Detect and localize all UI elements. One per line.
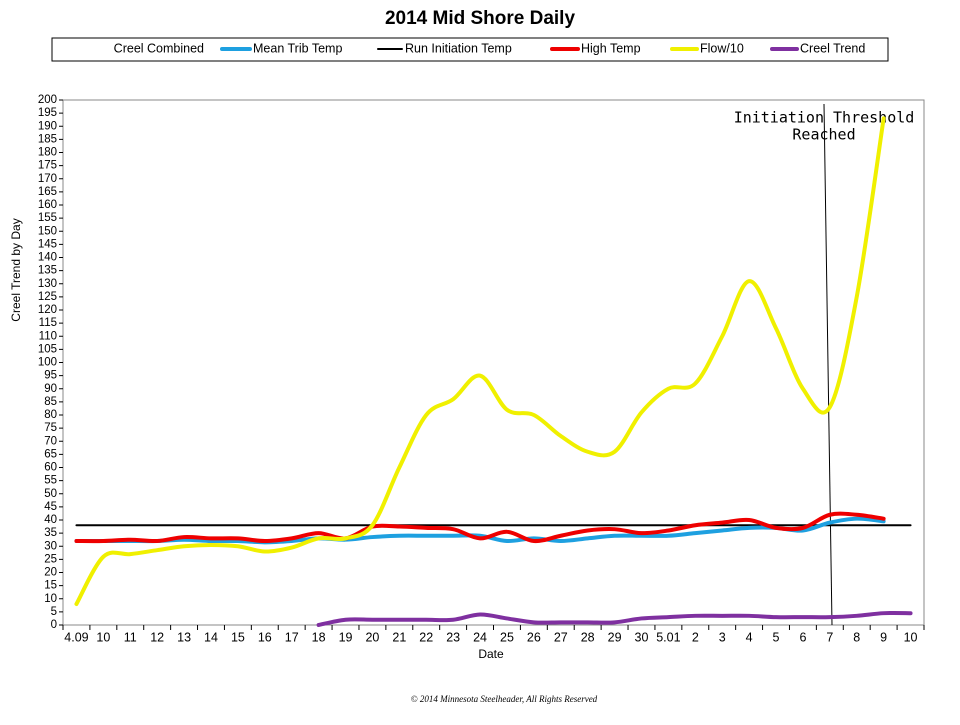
y-tick-label: 0: [51, 619, 57, 631]
y-tick-label: 140: [38, 252, 57, 264]
x-tick-label: 12: [150, 630, 164, 644]
y-tick-label: 135: [38, 265, 57, 277]
y-tick-label: 5: [51, 606, 57, 618]
x-tick-label: 18: [312, 630, 326, 644]
x-tick-label: 10: [904, 630, 918, 644]
chart-title: 2014 Mid Shore Daily: [385, 8, 576, 29]
y-tick-label: 125: [38, 291, 57, 303]
y-tick-label: 130: [38, 278, 57, 290]
x-tick-label: 21: [392, 630, 406, 644]
x-tick-label: 11: [124, 630, 137, 644]
x-tick-label: 4: [746, 630, 753, 644]
y-tick-label: 120: [38, 304, 57, 316]
x-tick-label: 26: [527, 630, 541, 644]
y-tick-label: 70: [44, 435, 57, 447]
x-tick-label: 4.09: [64, 630, 88, 644]
legend-label: Mean Trib Temp: [253, 41, 342, 55]
x-tick-label: 25: [500, 630, 514, 644]
x-tick-label: 27: [554, 630, 568, 644]
x-tick-label: 16: [258, 630, 272, 644]
x-tick-label: 13: [177, 630, 191, 644]
series-line: [316, 610, 913, 627]
y-tick-label: 115: [39, 317, 57, 329]
y-tick-label: 150: [38, 225, 57, 237]
x-tick-label: 5.01: [656, 630, 680, 644]
y-tick-label: 30: [44, 540, 57, 552]
y-tick-label: 185: [38, 133, 57, 145]
y-tick-label: 110: [39, 330, 57, 342]
y-tick-label: 85: [44, 396, 57, 408]
x-tick-label: 5: [773, 630, 780, 644]
y-tick-label: 145: [38, 238, 57, 250]
x-tick-label: 8: [853, 630, 860, 644]
y-tick-label: 35: [44, 527, 57, 539]
y-tick-label: 25: [44, 553, 57, 565]
y-tick-label: 175: [38, 160, 57, 172]
legend-label: Creel Trend: [800, 41, 865, 55]
x-tick-label: 14: [204, 630, 218, 644]
y-tick-label: 65: [44, 448, 57, 460]
legend-box: [51, 37, 889, 62]
x-axis-label: Date: [478, 647, 504, 661]
threshold-line: [823, 103, 833, 626]
y-tick-label: 55: [44, 475, 57, 487]
legend-label: Run Initiation Temp: [405, 41, 512, 55]
x-tick-label: 30: [635, 630, 649, 644]
x-tick-label: 10: [96, 630, 110, 644]
y-tick-label: 45: [44, 501, 57, 513]
series-line: [74, 116, 886, 606]
legend-label: Creel Combined: [114, 41, 204, 55]
y-tick-label: 80: [44, 409, 57, 421]
x-tick-label: 3: [719, 630, 726, 644]
x-tick-label: 7: [826, 630, 833, 644]
y-tick-label: 180: [38, 147, 57, 159]
y-tick-label: 165: [38, 186, 57, 198]
y-tick-label: 190: [38, 120, 57, 132]
x-tick-label: 6: [799, 630, 806, 644]
footer: © 2014 Minnesota Steelheader, All Rights…: [411, 694, 598, 704]
y-tick-label: 195: [38, 107, 57, 119]
y-tick-label: 90: [44, 383, 57, 395]
y-tick-label: 160: [38, 199, 57, 211]
y-tick-label: 95: [44, 370, 57, 382]
y-tick-label: 200: [38, 94, 57, 106]
y-tick-label: 75: [44, 422, 57, 434]
x-tick-label: 15: [231, 630, 245, 644]
y-tick-label: 100: [38, 357, 57, 369]
x-tick-label: 9: [880, 630, 887, 644]
x-tick-label: 17: [285, 630, 299, 644]
y-tick-label: 60: [44, 462, 57, 474]
series-line: [74, 516, 886, 545]
x-tick-label: 28: [581, 630, 595, 644]
y-tick-label: 40: [44, 514, 57, 526]
x-tick-label: 23: [446, 630, 460, 644]
y-tick-label: 155: [38, 212, 57, 224]
legend-label: High Temp: [581, 41, 641, 55]
x-tick-label: 19: [339, 630, 353, 644]
y-tick-label: 15: [44, 580, 57, 592]
series-line: [74, 511, 886, 544]
y-tick-label: 170: [38, 173, 57, 185]
x-tick-label: 24: [473, 630, 487, 644]
x-tick-label: 29: [608, 630, 622, 644]
y-tick-label: 105: [38, 343, 57, 355]
x-tick-label: 2: [692, 630, 699, 644]
y-tick-label: 20: [44, 567, 57, 579]
x-tick-label: 20: [365, 630, 379, 644]
y-tick-label: 50: [44, 488, 57, 500]
x-tick-label: 22: [419, 630, 433, 644]
y-axis-label: Creel Trend by Day: [9, 218, 23, 321]
legend-label: Flow/10: [700, 41, 744, 55]
y-tick-label: 10: [44, 593, 57, 605]
